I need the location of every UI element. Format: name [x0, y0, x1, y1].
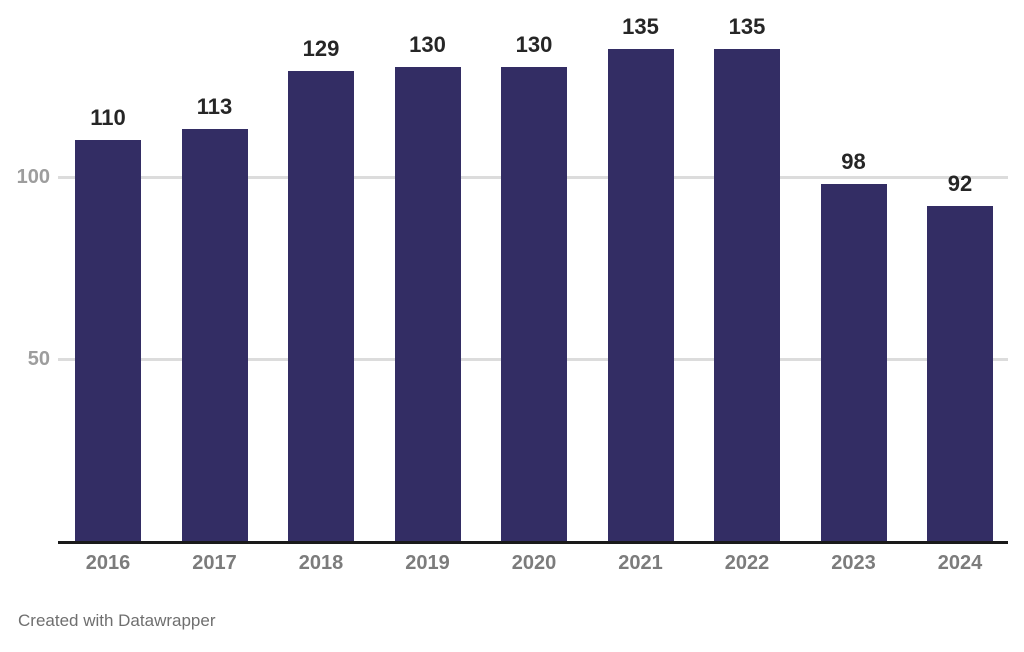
xtick-label-2017: 2017	[192, 552, 237, 574]
xtick-label-2018: 2018	[298, 552, 344, 574]
ytick-label-100: 100	[16, 165, 50, 188]
bar-2020	[501, 67, 567, 541]
bar-2022	[714, 49, 780, 541]
bar-2019	[394, 67, 461, 541]
value-label-2020: 130	[515, 32, 553, 58]
value-label-2019: 130	[409, 32, 446, 58]
xtick-label-2016: 2016	[85, 552, 131, 574]
value-label-2016: 110	[90, 105, 126, 131]
bar-2017	[181, 129, 248, 541]
xtick-label-2023: 2023	[831, 552, 876, 574]
bar-2016	[75, 140, 141, 541]
value-label-2022: 135	[728, 14, 766, 40]
ytick-label-50: 50	[27, 347, 50, 370]
plot-area: 50 100 110 113 129 130 130 135 135 98 92	[16, 14, 1008, 541]
value-label-2018: 129	[302, 36, 340, 62]
bar-2018	[288, 71, 354, 541]
xtick-label-2022: 2022	[724, 552, 770, 574]
xtick-label-2019: 2019	[405, 552, 450, 574]
value-label-2017: 113	[196, 94, 233, 120]
xtick-label-2021: 2021	[618, 552, 663, 574]
xtick-label-2024: 2024	[937, 552, 983, 574]
value-label-2021: 135	[622, 14, 659, 40]
bar-2024	[927, 205, 993, 541]
bar-2023	[820, 183, 887, 541]
xtick-label-2020: 2020	[511, 552, 557, 574]
value-label-2023: 98	[841, 148, 866, 174]
datawrapper-attribution: Created with Datawrapper	[18, 611, 216, 630]
bar-2021	[607, 49, 674, 541]
value-label-2024: 92	[947, 170, 973, 196]
x-axis-baseline	[58, 541, 1008, 544]
